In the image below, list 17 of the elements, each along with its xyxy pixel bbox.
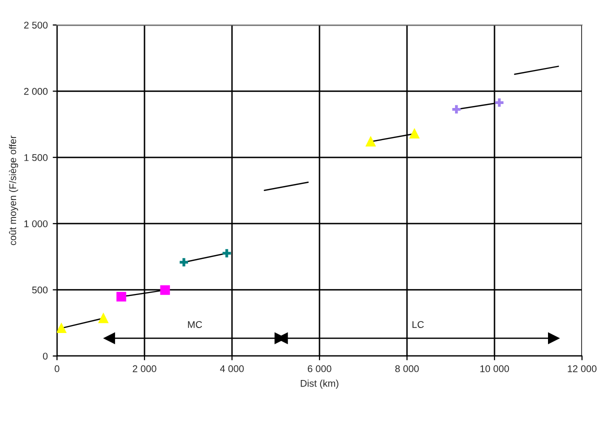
y-tick-label: 1 500 [24, 154, 48, 162]
y-tick-label: 1 000 [24, 220, 48, 228]
x-tick-label: 4 000 [220, 365, 244, 372]
y-axis-title: coût moyen (F/siège offer [8, 136, 18, 246]
x-tick-label: 2 000 [132, 365, 156, 372]
x-tick-label: 0 [54, 365, 60, 372]
x-tick-label: 8 000 [395, 365, 419, 372]
x-tick-label: 6 000 [308, 365, 332, 372]
x-axis-title: Dist (km) [300, 380, 338, 389]
x-tick-label: 12 000 [568, 365, 596, 372]
y-tick-label: 500 [32, 286, 48, 294]
y-tick-label: 2 500 [24, 22, 48, 29]
y-tick-label: 0 [42, 352, 48, 360]
y-tick-label: 2 000 [24, 88, 48, 95]
annotation: LC [412, 321, 424, 328]
annotation: MC [188, 321, 202, 328]
x-tick-label: 10 000 [480, 365, 509, 372]
